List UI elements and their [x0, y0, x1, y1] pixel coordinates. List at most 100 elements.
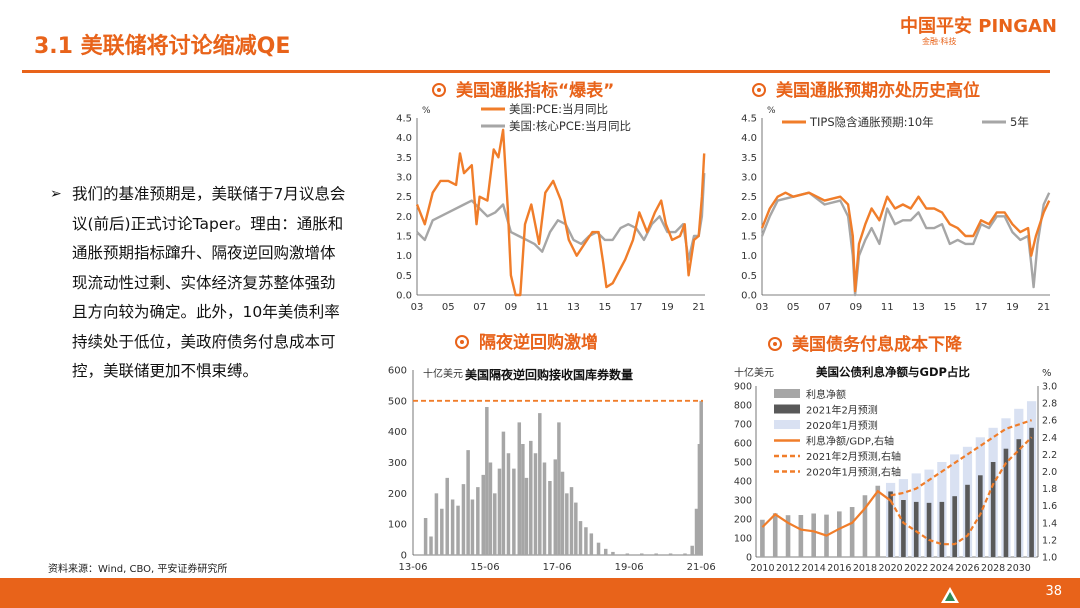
- series-line: [890, 419, 1032, 497]
- y-tick-label: 0.5: [741, 271, 757, 282]
- y-tick-label: 0.5: [396, 271, 412, 282]
- y-right-tick-label: 1.6: [1042, 501, 1057, 512]
- y-tick-label: 0: [746, 553, 752, 564]
- bar: [811, 513, 816, 557]
- x-tick-label: 03: [756, 302, 769, 313]
- y-tick-label: 4.5: [741, 114, 757, 125]
- x-tick-label: 2016: [827, 563, 851, 574]
- series-line: [760, 191, 1051, 297]
- legend-label: 利息净额: [806, 388, 846, 401]
- y-tick-label: 200: [734, 515, 752, 526]
- bar: [939, 501, 945, 557]
- bar: [837, 511, 842, 557]
- bar: [901, 500, 906, 557]
- legend-swatch: [774, 420, 800, 429]
- bar: [1003, 448, 1009, 557]
- y-unit-label: 十亿美元: [423, 367, 463, 380]
- legend-label: 2021年2月预测,右轴: [806, 450, 901, 463]
- y-tick-label: 1.5: [396, 232, 412, 243]
- x-tick-label: 11: [536, 302, 549, 313]
- bar: [1029, 427, 1034, 557]
- target-icon: [768, 337, 782, 351]
- y-tick-label: 4.5: [396, 114, 412, 125]
- footer-bar: [0, 578, 1080, 608]
- x-tick-label: 13: [567, 302, 580, 313]
- legend-label: 2020年1月预测,右轴: [806, 466, 901, 479]
- y-tick-label: 300: [388, 458, 407, 469]
- bar: [888, 491, 893, 557]
- x-tick-label: 05: [787, 302, 800, 313]
- bullet-arrow-icon: ➢: [50, 186, 62, 202]
- y-tick-label: 2.5: [396, 192, 412, 203]
- legend-label: 美国:核心PCE:当月同比: [509, 119, 631, 133]
- y-tick-label: 3.0: [741, 173, 757, 184]
- x-tick-label: 21: [692, 302, 705, 313]
- y-tick-label: 200: [388, 489, 407, 500]
- x-tick-label: 17: [975, 302, 988, 313]
- y-unit-label: 十亿美元: [734, 366, 774, 379]
- y-tick-label: 0.0: [741, 291, 757, 302]
- y-tick-label: 400: [734, 477, 752, 488]
- y-tick-label: 1.0: [741, 251, 757, 262]
- legend-label: 2021年2月预测: [806, 404, 878, 417]
- bar: [785, 515, 791, 557]
- y-tick-label: 100: [734, 534, 752, 545]
- y-right-tick-label: 1.8: [1042, 484, 1057, 495]
- x-tick-label: 2028: [981, 563, 1005, 574]
- bullet-point: ➢ 我们的基准预期是，美联储于7月议息会议(前后)正式讨论Taper。理由：通胀…: [50, 180, 350, 387]
- x-tick-label: 2012: [776, 563, 800, 574]
- x-tick-label: 2014: [802, 563, 826, 574]
- logo-subtext: 金融·科技: [922, 37, 957, 46]
- pingan-mark-icon: [941, 587, 959, 603]
- x-tick-label: 2030: [1007, 563, 1031, 574]
- y-tick-label: 0: [401, 551, 407, 562]
- y-tick-label: 600: [388, 366, 407, 377]
- x-tick-label: 19: [661, 302, 674, 313]
- x-tick-label: 11: [881, 302, 894, 313]
- legend-label: 2020年1月预测: [806, 419, 878, 432]
- bar: [849, 507, 855, 557]
- y-right-tick-label: 2.2: [1042, 450, 1057, 461]
- source-note: 资料来源：Wind, CBO, 平安证券研究所: [48, 564, 228, 575]
- y-tick-label: 500: [388, 396, 407, 407]
- bar: [875, 485, 881, 557]
- panel-title-interest: 美国债务付息成本下降: [768, 330, 962, 355]
- y-tick-label: 3.5: [396, 153, 412, 164]
- target-icon: [455, 335, 469, 349]
- x-tick-label: 15: [598, 302, 611, 313]
- bar: [913, 501, 919, 557]
- y-right-tick-label: 2.0: [1042, 467, 1057, 478]
- logo-text: 中国平安 PINGAN: [900, 16, 1057, 37]
- x-tick-label: 13: [912, 302, 925, 313]
- x-tick-label: 2022: [904, 563, 928, 574]
- target-icon: [752, 83, 766, 97]
- chart-inflation: % 0.0 0.5 1.0 1.5 2.0 2.5 3.0 3.5 4.0 4.5 03 05 07 09 1…: [396, 102, 706, 313]
- y-tick-label: 2.0: [396, 212, 412, 223]
- x-tick-label: 2010: [750, 563, 774, 574]
- x-tick-label: 21: [1037, 302, 1050, 313]
- y-tick-label: 3.5: [741, 153, 757, 164]
- x-tick-label: 2024: [930, 563, 954, 574]
- panel-title-repo: 隔夜逆回购激增: [455, 328, 598, 353]
- y-tick-label: 100: [388, 520, 407, 531]
- bar: [926, 502, 932, 557]
- y-right-unit-label: %: [1042, 368, 1052, 379]
- bar: [760, 519, 765, 557]
- title-rule: [22, 70, 1050, 73]
- legend-swatch: [774, 404, 800, 414]
- x-tick-label: 05: [442, 302, 455, 313]
- legend-label: TIPS隐含通胀预期:10年: [809, 115, 934, 129]
- y-tick-label: 4.0: [396, 133, 412, 144]
- y-right-tick-label: 1.0: [1042, 553, 1057, 564]
- bar: [952, 496, 957, 557]
- y-tick-label: 2.0: [741, 212, 757, 223]
- y-tick-label: 600: [734, 439, 752, 450]
- x-tick-label: 19-06: [615, 562, 644, 573]
- chart-title: 美国公债利息净额与GDP占比: [816, 365, 970, 379]
- chart-overnight-repo: 0 100 200 300 400 500 600 十亿美元 美国隔夜逆回购接收国库券数量 13-…: [388, 366, 716, 574]
- bar: [990, 462, 996, 557]
- x-tick-label: 15-06: [471, 562, 500, 573]
- series-line: [760, 191, 1051, 293]
- legend-swatch: [774, 389, 800, 398]
- x-tick-label: 17-06: [543, 562, 572, 573]
